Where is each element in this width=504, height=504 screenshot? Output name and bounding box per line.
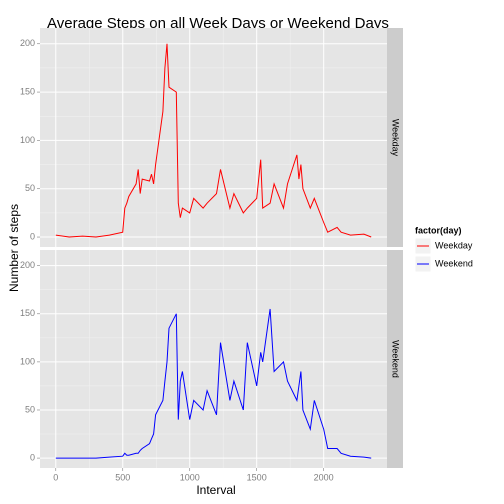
series-line bbox=[55, 43, 372, 238]
panel-background bbox=[40, 250, 387, 468]
x-tick-label: 1000 bbox=[180, 472, 200, 482]
y-tick-label: 50 bbox=[25, 183, 35, 193]
y-tick-label: 150 bbox=[20, 86, 35, 96]
y-tick-label: 0 bbox=[30, 231, 35, 241]
panel-background bbox=[40, 28, 387, 247]
series-line bbox=[55, 308, 372, 459]
x-tick-label: 0 bbox=[53, 472, 58, 482]
y-axis-label: Number of steps bbox=[7, 204, 21, 292]
x-axis-label: Interval bbox=[196, 483, 235, 497]
legend-title: factor(day) bbox=[415, 225, 462, 235]
y-tick-label: 50 bbox=[25, 404, 35, 414]
facet-strip bbox=[387, 28, 403, 247]
legend-label: Weekend bbox=[435, 258, 473, 268]
y-tick-label: 100 bbox=[20, 356, 35, 366]
x-tick-label: 500 bbox=[115, 472, 130, 482]
legend-label: Weekday bbox=[435, 240, 473, 250]
y-tick-label: 0 bbox=[30, 452, 35, 462]
facet-label: Weekend bbox=[391, 340, 401, 378]
y-tick-label: 200 bbox=[20, 38, 35, 48]
facet-label: Weekday bbox=[391, 119, 401, 157]
facet-strip bbox=[387, 250, 403, 468]
y-tick-label: 150 bbox=[20, 308, 35, 318]
y-tick-label: 100 bbox=[20, 135, 35, 145]
x-tick-label: 2000 bbox=[314, 472, 334, 482]
y-tick-label: 200 bbox=[20, 260, 35, 270]
chart-title: Average Steps on all Week Days or Weeken… bbox=[47, 15, 389, 32]
x-tick-label: 1500 bbox=[247, 472, 267, 482]
